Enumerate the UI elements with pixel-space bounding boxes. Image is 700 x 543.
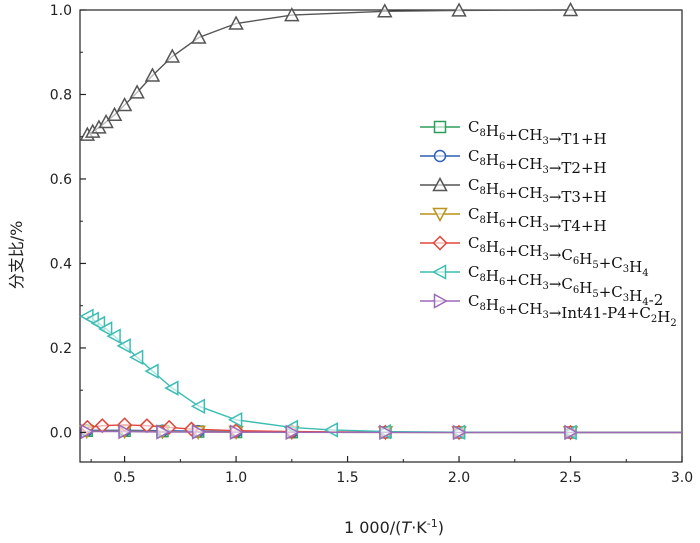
data-point bbox=[98, 321, 113, 337]
data-point bbox=[229, 424, 245, 440]
data-point bbox=[116, 338, 131, 354]
data-point bbox=[156, 424, 171, 440]
data-point bbox=[190, 398, 206, 414]
data-point bbox=[80, 423, 95, 440]
x-tick-label: 1.5 bbox=[336, 470, 358, 486]
legend-marker bbox=[432, 176, 448, 192]
data-point bbox=[227, 411, 243, 428]
data-point bbox=[562, 1, 579, 17]
legend-item-2: C8H6+CH3→T2+H bbox=[420, 147, 607, 177]
legend-item-5: C8H6+CH3→C6H5+C3H4 bbox=[420, 234, 649, 279]
legend-marker bbox=[433, 293, 449, 309]
y-tick-label: 0.8 bbox=[50, 87, 72, 103]
data-point bbox=[118, 423, 133, 440]
legend: C8H6+CH3→T1+HC8H6+CH3→T2+HC8H6+CH3→T3+HC… bbox=[420, 118, 677, 329]
legend-label: C8H6+CH3→T1+H bbox=[468, 118, 607, 148]
legend-item-1: C8H6+CH3→T1+H bbox=[420, 118, 607, 148]
data-point bbox=[228, 15, 244, 30]
x-tick-label: 1.0 bbox=[225, 470, 247, 486]
legend-item-7: C8H6+CH3→Int41-P4+C2H2 bbox=[420, 292, 677, 329]
y-tick-label: 1.0 bbox=[50, 3, 72, 19]
legend-label: C8H6+CH3→T4+H bbox=[468, 205, 607, 235]
data-point bbox=[285, 424, 300, 441]
legend-marker bbox=[431, 264, 447, 280]
data-point bbox=[116, 96, 133, 112]
x-tick-label: 2.0 bbox=[448, 470, 470, 486]
data-point bbox=[90, 315, 106, 332]
data-point bbox=[129, 349, 144, 365]
data-point bbox=[144, 67, 161, 82]
series-3 bbox=[79, 1, 682, 141]
data-point bbox=[191, 29, 207, 44]
data-point bbox=[144, 363, 159, 379]
series-line bbox=[87, 315, 682, 434]
data-point bbox=[284, 6, 300, 22]
x-tick-label: 3.0 bbox=[671, 470, 693, 486]
series-7 bbox=[80, 423, 682, 441]
y-axis-title: 分支比/% bbox=[7, 221, 26, 290]
data-point bbox=[377, 3, 393, 18]
legend-label: C8H6+CH3→T2+H bbox=[468, 147, 607, 177]
x-axis-title: 1 000/(T·K-1) bbox=[344, 517, 444, 537]
data-point bbox=[98, 113, 114, 129]
legend-label: C8H6+CH3→C6H5+C3H4 bbox=[468, 234, 649, 279]
data-point bbox=[191, 424, 207, 440]
data-point bbox=[164, 48, 181, 63]
y-tick-label: 0.0 bbox=[50, 425, 72, 441]
series-line bbox=[87, 9, 682, 136]
data-point bbox=[106, 328, 121, 344]
legend-marker bbox=[432, 235, 448, 251]
legend-label: C8H6+CH3→C6H5+C3H4-2 bbox=[468, 263, 663, 309]
data-point bbox=[452, 424, 468, 441]
series-6 bbox=[79, 308, 682, 441]
legend-item-4: C8H6+CH3→T4+H bbox=[420, 205, 607, 235]
y-tick-label: 0.2 bbox=[50, 341, 72, 357]
data-point bbox=[164, 380, 179, 396]
legend-marker bbox=[433, 120, 447, 134]
series-line bbox=[86, 430, 682, 434]
legend-marker bbox=[433, 149, 447, 163]
x-tick-label: 2.5 bbox=[559, 470, 581, 486]
data-point bbox=[564, 424, 579, 441]
legend-label: C8H6+CH3→Int41-P4+C2H2 bbox=[468, 292, 677, 329]
data-point bbox=[379, 424, 394, 441]
data-point bbox=[106, 106, 123, 122]
y-tick-label: 0.6 bbox=[50, 172, 72, 188]
plot-frame bbox=[79, 9, 683, 463]
legend-marker bbox=[432, 207, 448, 223]
y-tick-label: 0.4 bbox=[50, 256, 72, 272]
legend-item-6: C8H6+CH3→C6H5+C3H4-2 bbox=[420, 263, 663, 309]
data-point bbox=[129, 84, 145, 99]
data-point bbox=[451, 2, 467, 17]
data-point bbox=[323, 422, 338, 438]
legend-label: C8H6+CH3→T3+H bbox=[468, 176, 607, 206]
x-tick-label: 0.5 bbox=[113, 470, 135, 486]
legend-item-3: C8H6+CH3→T3+H bbox=[420, 176, 607, 206]
